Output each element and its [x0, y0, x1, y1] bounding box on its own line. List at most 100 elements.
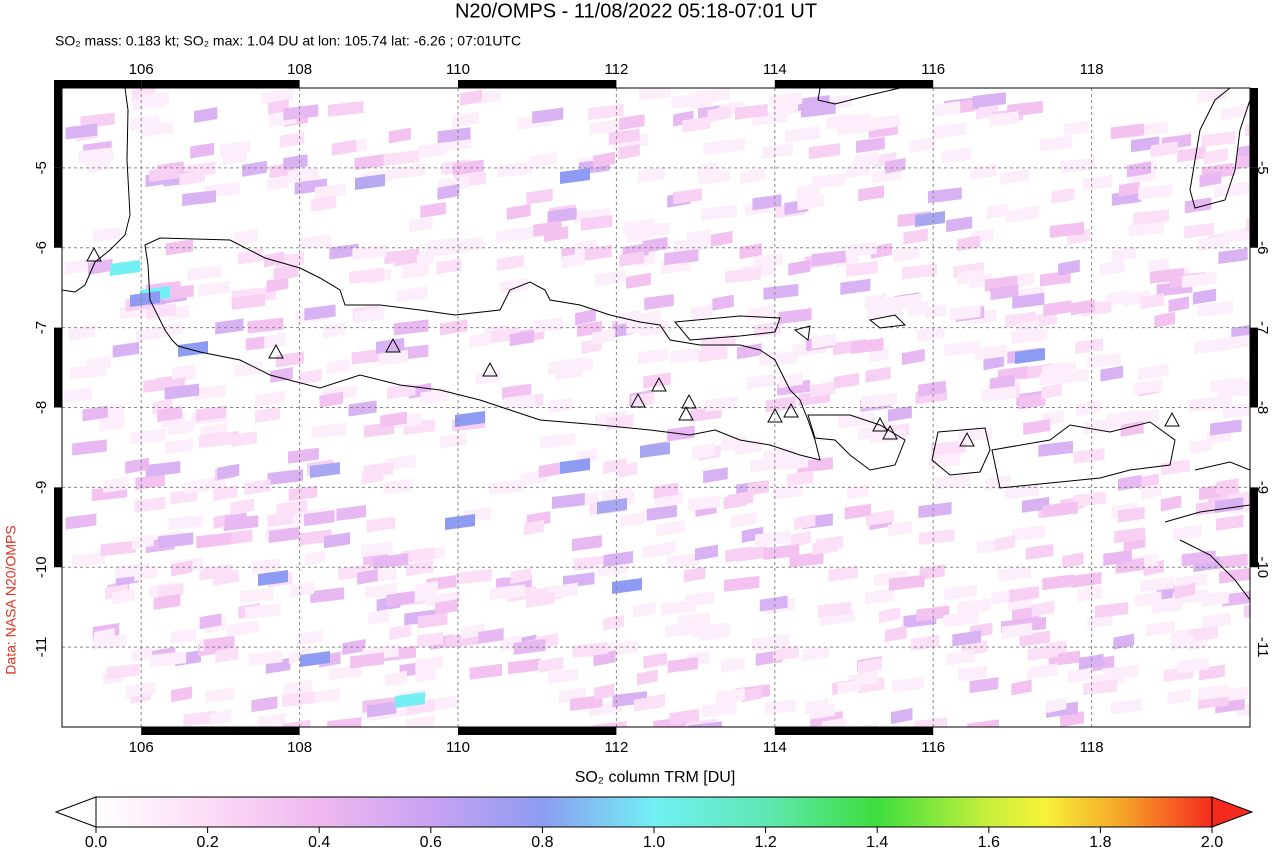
- pixel: [182, 190, 216, 207]
- colorbar-tick-label: 1.0: [643, 834, 665, 851]
- pixel: [1078, 585, 1102, 602]
- pixel: [112, 588, 135, 605]
- credit: Data: NASA N20/OMPS: [3, 525, 19, 674]
- pixel: [1036, 311, 1057, 328]
- pixel: [1012, 292, 1045, 309]
- frame-bar: [458, 727, 617, 735]
- pixel: [699, 168, 730, 185]
- title: N20/OMPS - 11/08/2022 05:18-07:01 UT: [455, 0, 817, 22]
- coastline: [1164, 504, 1250, 601]
- pixel: [1138, 183, 1173, 200]
- pixel: [1148, 257, 1170, 274]
- pixel: [445, 514, 475, 530]
- pixel: [603, 457, 627, 474]
- pixel: [1102, 664, 1139, 681]
- pixel: [822, 717, 846, 727]
- colorbar-tick-label: 0.2: [196, 834, 218, 851]
- map-frame: [54, 80, 1258, 735]
- frame-bar: [458, 80, 617, 88]
- pixel: [469, 663, 503, 680]
- pixel: [352, 244, 387, 261]
- pixel: [989, 374, 1015, 391]
- volcano: [1164, 411, 1180, 427]
- pixel: [279, 131, 305, 148]
- pixel: [1049, 221, 1085, 238]
- pixel: [1025, 543, 1054, 560]
- pixel: [1154, 311, 1175, 328]
- pixel: [796, 182, 820, 199]
- pixel: [927, 187, 962, 204]
- pixel: [957, 598, 991, 615]
- pixel: [510, 568, 532, 585]
- pixel: [1181, 271, 1217, 288]
- pixel: [753, 321, 782, 338]
- pixel: [310, 587, 345, 604]
- pixel: [592, 328, 616, 345]
- x-tick-label: 118: [1080, 739, 1104, 756]
- pixel: [618, 143, 640, 160]
- pixel: [1041, 383, 1062, 400]
- pixel: [901, 263, 937, 280]
- volcano: [959, 431, 975, 447]
- pixel: [1058, 259, 1080, 276]
- pixel: [957, 235, 981, 252]
- pixel: [172, 363, 195, 380]
- colorbar-tick-label: 2.0: [1201, 834, 1223, 851]
- x-tick-label: 106: [129, 739, 154, 756]
- pixel: [690, 304, 713, 321]
- pixel: [157, 406, 182, 423]
- pixel: [812, 539, 839, 556]
- pixel: [739, 243, 762, 260]
- pixel: [366, 516, 396, 533]
- pixel: [283, 104, 319, 121]
- pixel: [402, 263, 429, 280]
- pixel: [254, 406, 281, 423]
- pixel: [1099, 260, 1126, 277]
- pixel: [1243, 605, 1250, 618]
- pixel: [287, 166, 319, 183]
- pixel: [1110, 698, 1142, 715]
- pixel: [735, 439, 763, 456]
- pixel: [864, 588, 894, 605]
- pixel: [891, 676, 925, 693]
- pixel: [1177, 657, 1209, 674]
- pixel: [1027, 644, 1058, 661]
- pixel: [110, 260, 140, 276]
- pixel: [65, 123, 98, 140]
- pixel: [1177, 146, 1206, 163]
- y-tick-label: -5: [1254, 161, 1271, 174]
- pixel: [1075, 400, 1101, 417]
- y-tick-label: -11: [1254, 637, 1271, 658]
- pixel: [857, 657, 883, 674]
- pixel: [125, 457, 149, 474]
- pixel: [361, 468, 384, 485]
- pixel: [328, 664, 362, 681]
- pixel: [507, 658, 541, 675]
- pixel: [78, 147, 114, 164]
- pixel: [296, 629, 323, 646]
- pixel: [283, 679, 313, 696]
- pixel: [866, 304, 902, 321]
- pixel: [72, 439, 107, 456]
- pixel: [972, 92, 1006, 109]
- pixel: [357, 568, 378, 585]
- pixel: [918, 380, 946, 397]
- pixel: [401, 547, 435, 564]
- pixel: [755, 530, 791, 547]
- pixel: [1215, 514, 1244, 531]
- volcano: [882, 424, 898, 440]
- pixel: [644, 293, 674, 310]
- pixel: [1216, 478, 1239, 495]
- pixel: [788, 259, 811, 276]
- coastline: [1189, 88, 1250, 209]
- pixel: [489, 584, 526, 601]
- volcano: [783, 402, 799, 418]
- y-tick-label: -7: [1254, 321, 1271, 334]
- pixel: [171, 686, 192, 703]
- pixel: [361, 541, 393, 558]
- pixel: [395, 692, 425, 708]
- pixel: [336, 504, 366, 521]
- pixel: [275, 351, 305, 368]
- pixel: [304, 550, 326, 567]
- pixel: [92, 226, 121, 243]
